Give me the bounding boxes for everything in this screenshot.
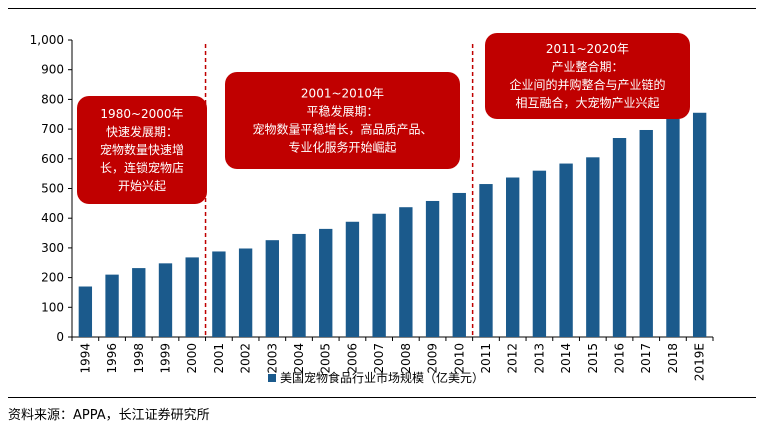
x-tick-label: 2010 (452, 343, 466, 374)
bar (639, 129, 653, 337)
bar (319, 228, 333, 337)
bar (506, 177, 520, 337)
x-tick-label: 2014 (559, 343, 573, 374)
bottom-rule (8, 397, 756, 398)
y-tick-label: 700 (41, 122, 64, 136)
x-tick-label: 2002 (239, 343, 253, 374)
annotation-text: 相互融合，大宠物产业兴起 (515, 95, 659, 110)
bar (238, 248, 253, 337)
x-tick-label: 2001 (212, 343, 226, 374)
x-tick-label: 2003 (265, 343, 279, 374)
bar (265, 240, 279, 337)
y-tick-label: 100 (41, 300, 64, 314)
y-tick-label: 800 (41, 92, 64, 106)
x-tick-label: 1998 (132, 343, 146, 374)
y-tick-label: 600 (41, 152, 64, 166)
bar (292, 233, 306, 337)
source-note: 资料来源：APPA，长江证券研究所 (8, 408, 210, 423)
y-tick-label: 0 (56, 330, 64, 344)
bar (212, 251, 226, 337)
y-tick-label: 500 (41, 182, 64, 196)
y-tick-label: 300 (41, 241, 64, 255)
bar (532, 170, 547, 337)
x-tick-label: 2008 (399, 343, 413, 374)
y-tick-label: 200 (41, 271, 64, 285)
y-tick-label: 900 (41, 63, 64, 77)
annotation-box-period-2 (225, 72, 460, 169)
bar (372, 213, 386, 337)
annotation-box-period-1 (77, 96, 207, 204)
x-tick-label: 2006 (345, 343, 359, 374)
annotation-text: 2001~2010年 (301, 87, 384, 101)
bar (692, 112, 707, 337)
bar (399, 207, 413, 337)
bar (345, 221, 360, 337)
bar (78, 286, 93, 337)
x-tick-label: 2011 (479, 343, 493, 374)
x-tick-label: 2017 (639, 343, 653, 374)
bar (425, 200, 440, 337)
bar (586, 157, 600, 337)
bar-chart: 0 100 200 300 400 500 600 700 800 900 1,000 1994 199… (30, 33, 714, 385)
annotation-text: 企业间的并购整合与产业链的 (509, 77, 665, 92)
x-tick-label: 2009 (426, 343, 440, 374)
annotation-text: 宠物数量平稳增长，高品质产品、 (252, 122, 432, 137)
annotation-text: 长，连锁宠物店 (100, 160, 184, 175)
bar (105, 274, 119, 337)
x-tick-label: 2013 (532, 343, 546, 374)
bar (479, 184, 493, 337)
bar (666, 118, 680, 337)
annotation-text: 产业整合期： (551, 59, 623, 74)
x-tick-label: 2016 (613, 343, 627, 374)
annotation-text: 专业化服务开始崛起 (288, 140, 396, 155)
x-tick-label: 2018 (666, 343, 680, 374)
x-tick-label: 1994 (78, 343, 92, 374)
annotation-box-period-3 (485, 33, 690, 119)
bar (185, 257, 199, 337)
annotation-text: 开始兴起 (118, 179, 166, 193)
x-tick-label: 2015 (586, 343, 600, 374)
annotation-text: 宠物数量快速增 (100, 142, 184, 157)
legend-swatch (268, 374, 276, 382)
x-tick-label: 2012 (506, 343, 520, 374)
legend-label: 美国宠物食品行业市场规模（亿美元） (280, 370, 484, 385)
bar (612, 138, 627, 337)
x-tick-label: 1999 (158, 343, 172, 374)
bar (132, 268, 146, 337)
bar (452, 192, 466, 337)
x-tick-label: 2019E (693, 343, 707, 381)
y-tick-label: 1,000 (30, 33, 64, 47)
annotation-text: 平稳发展期： (306, 104, 378, 119)
bar (559, 163, 573, 337)
top-rule (8, 8, 756, 9)
x-tick-label: 2007 (372, 343, 386, 374)
x-tick-label: 2004 (292, 343, 306, 374)
annotation-text: 快速发展期： (106, 124, 178, 139)
bar (158, 263, 173, 337)
annotation-text: 2011~2020年 (546, 42, 629, 56)
x-tick-label: 1996 (105, 343, 119, 374)
x-tick-label: 2000 (185, 343, 199, 374)
x-tick-label: 2005 (319, 343, 333, 374)
annotation-text: 1980~2000年 (100, 107, 183, 121)
y-tick-label: 400 (41, 211, 64, 225)
